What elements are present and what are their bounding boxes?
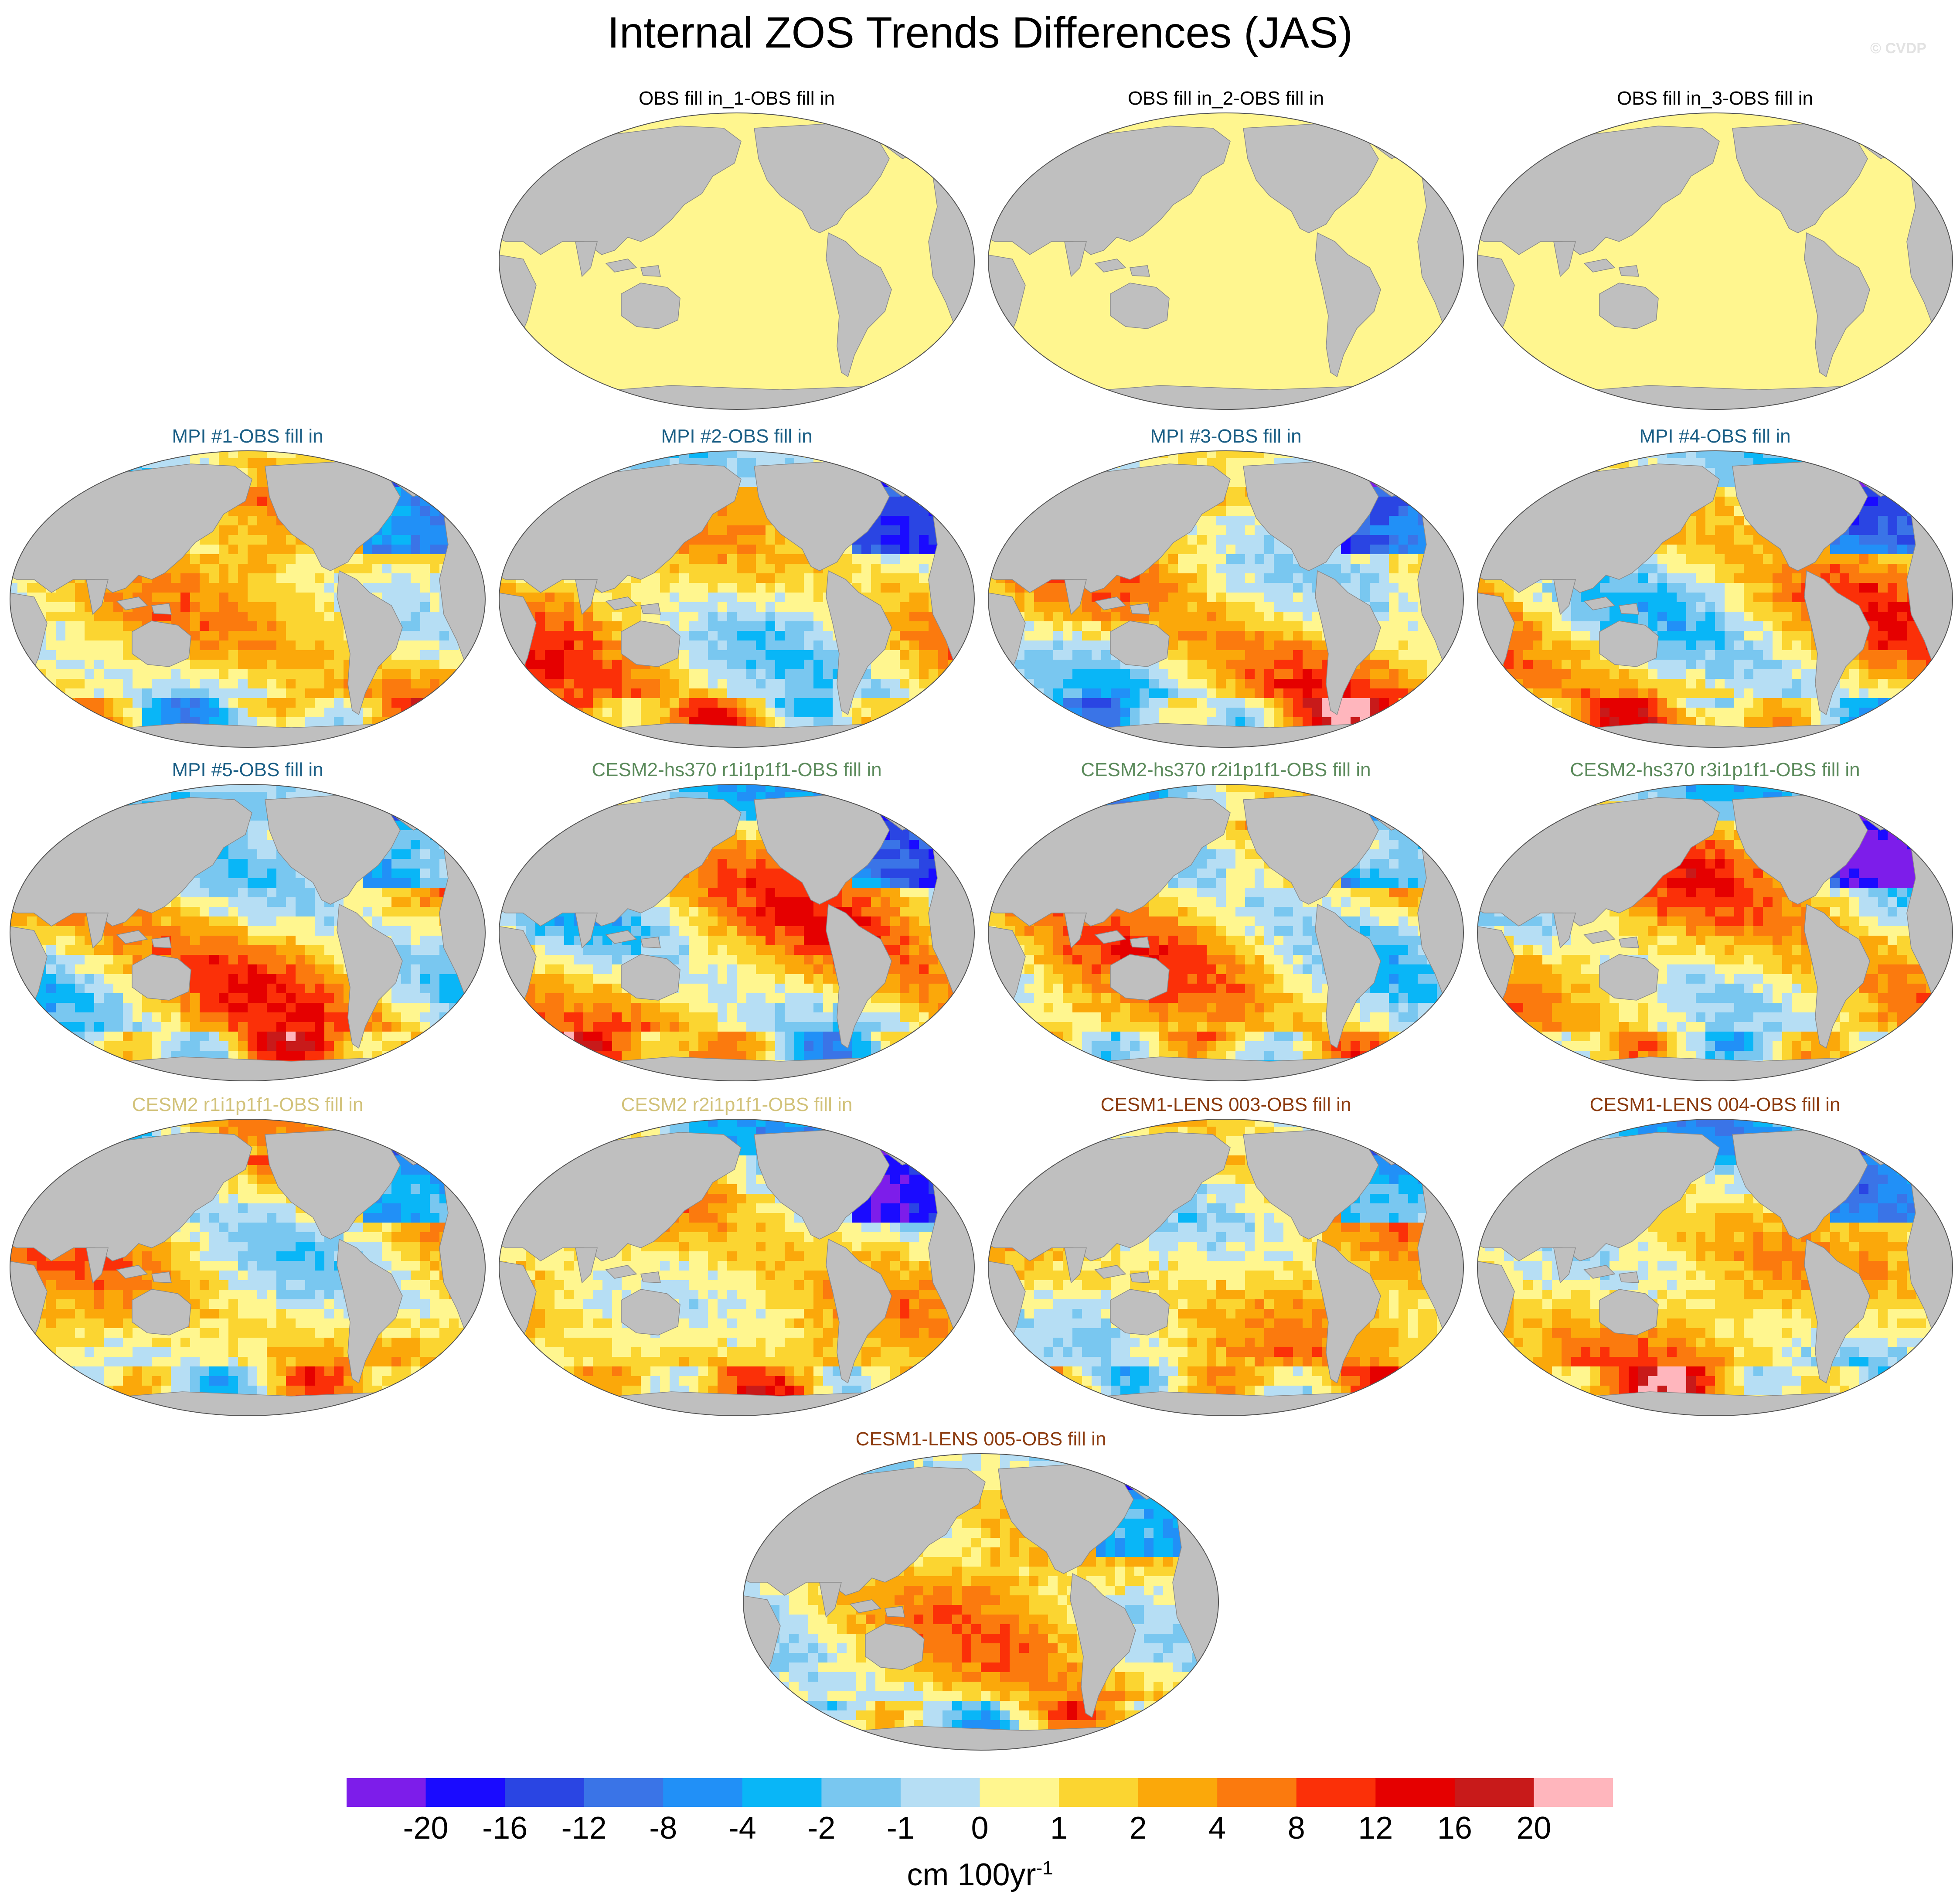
map-panel: CESM1-LENS 004-OBS fill in: [1475, 1094, 1955, 1421]
colorbar-swatch: [1138, 1778, 1218, 1807]
colorbar-swatch: [1375, 1778, 1455, 1807]
map-panel: CESM2 r1i1p1f1-OBS fill in: [8, 1094, 487, 1421]
colorbar-swatch: [663, 1778, 743, 1807]
colorbar-tick-label: 20: [1499, 1809, 1569, 1847]
colorbar-swatch: [1534, 1778, 1613, 1807]
colorbar-units: cm 100yr-1: [0, 1849, 1960, 1894]
colorbar-swatch: [821, 1778, 901, 1807]
colorbar-swatch: [1217, 1778, 1297, 1807]
panel-title: CESM1-LENS 003-OBS fill in: [986, 1094, 1466, 1116]
map-panel: CESM2-hs370 r2i1p1f1-OBS fill in: [986, 759, 1466, 1086]
colorbar-tick-label: -20: [391, 1809, 461, 1847]
panel-title: CESM1-LENS 005-OBS fill in: [741, 1428, 1221, 1451]
panel-title: CESM1-LENS 004-OBS fill in: [1475, 1094, 1955, 1116]
colorbar-swatch: [900, 1778, 980, 1807]
map-panel: OBS fill in_2-OBS fill in: [986, 87, 1466, 414]
panel-title: MPI #5-OBS fill in: [8, 759, 487, 781]
robinson-map: [743, 1453, 1219, 1751]
panel-title: MPI #1-OBS fill in: [8, 425, 487, 448]
panel-title: OBS fill in_3-OBS fill in: [1475, 87, 1955, 110]
colorbar-swatch: [347, 1778, 426, 1807]
panel-title: MPI #3-OBS fill in: [986, 425, 1466, 448]
colorbar-tick-label: -8: [628, 1809, 698, 1847]
robinson-map: [499, 112, 975, 410]
colorbar-tick-label: 0: [945, 1809, 1015, 1847]
colorbar-tick-label: 12: [1341, 1809, 1410, 1847]
robinson-map: [10, 1119, 486, 1416]
colorbar-tick-label: -2: [786, 1809, 856, 1847]
colorbar-swatch: [980, 1778, 1059, 1807]
panel-title: MPI #2-OBS fill in: [497, 425, 977, 448]
colorbar-swatch: [1454, 1778, 1534, 1807]
map-panel: MPI #4-OBS fill in: [1475, 425, 1955, 752]
colorbar-swatch: [1059, 1778, 1139, 1807]
colorbar-swatch: [584, 1778, 664, 1807]
panel-title: CESM2-hs370 r1i1p1f1-OBS fill in: [497, 759, 977, 781]
robinson-map: [1477, 1119, 1953, 1416]
colorbar-tick-label: -12: [549, 1809, 619, 1847]
robinson-map: [499, 1119, 975, 1416]
colorbar-tick-label: -1: [866, 1809, 936, 1847]
robinson-map: [1477, 112, 1953, 410]
colorbar-tick-label: 4: [1182, 1809, 1252, 1847]
panel-title: OBS fill in_1-OBS fill in: [497, 87, 977, 110]
robinson-map: [10, 450, 486, 748]
robinson-map: [10, 784, 486, 1081]
map-panel: OBS fill in_3-OBS fill in: [1475, 87, 1955, 414]
map-panel: CESM1-LENS 005-OBS fill in: [741, 1428, 1221, 1755]
map-panel: OBS fill in_1-OBS fill in: [497, 87, 977, 414]
robinson-map: [1477, 450, 1953, 748]
units-text: cm 100yr: [907, 1857, 1036, 1892]
colorbar-tick-label: -4: [708, 1809, 777, 1847]
map-panel: CESM2 r2i1p1f1-OBS fill in: [497, 1094, 977, 1421]
colorbar-tick-label: -16: [470, 1809, 540, 1847]
robinson-map: [988, 1119, 1464, 1416]
robinson-map: [1477, 784, 1953, 1081]
map-panel: MPI #1-OBS fill in: [8, 425, 487, 752]
map-panel: MPI #3-OBS fill in: [986, 425, 1466, 752]
units-superscript: -1: [1036, 1857, 1053, 1879]
panel-title: CESM2-hs370 r2i1p1f1-OBS fill in: [986, 759, 1466, 781]
colorbar-tick-label: 16: [1420, 1809, 1490, 1847]
colorbar-tick-label: 1: [1024, 1809, 1094, 1847]
colorbar-swatch: [425, 1778, 505, 1807]
colorbar-tick-label: 2: [1103, 1809, 1173, 1847]
panel-title: OBS fill in_2-OBS fill in: [986, 87, 1466, 110]
map-panel: CESM2-hs370 r3i1p1f1-OBS fill in: [1475, 759, 1955, 1086]
map-panel: MPI #2-OBS fill in: [497, 425, 977, 752]
map-panel: CESM2-hs370 r1i1p1f1-OBS fill in: [497, 759, 977, 1086]
colorbar-swatch: [1296, 1778, 1376, 1807]
colorbar-swatch: [742, 1778, 822, 1807]
map-panel: MPI #5-OBS fill in: [8, 759, 487, 1086]
colorbar-tick-label: 8: [1262, 1809, 1331, 1847]
robinson-map: [988, 450, 1464, 748]
cvdp-watermark: © CVDP: [1870, 40, 1926, 57]
colorbar-swatch: [505, 1778, 585, 1807]
colorbar: [347, 1778, 1613, 1807]
robinson-map: [499, 450, 975, 748]
map-panel: CESM1-LENS 003-OBS fill in: [986, 1094, 1466, 1421]
panel-title: MPI #4-OBS fill in: [1475, 425, 1955, 448]
figure-title: Internal ZOS Trends Differences (JAS): [0, 4, 1960, 61]
panel-title: CESM2-hs370 r3i1p1f1-OBS fill in: [1475, 759, 1955, 781]
robinson-map: [988, 112, 1464, 410]
robinson-map: [988, 784, 1464, 1081]
robinson-map: [499, 784, 975, 1081]
panel-title: CESM2 r1i1p1f1-OBS fill in: [8, 1094, 487, 1116]
panel-title: CESM2 r2i1p1f1-OBS fill in: [497, 1094, 977, 1116]
